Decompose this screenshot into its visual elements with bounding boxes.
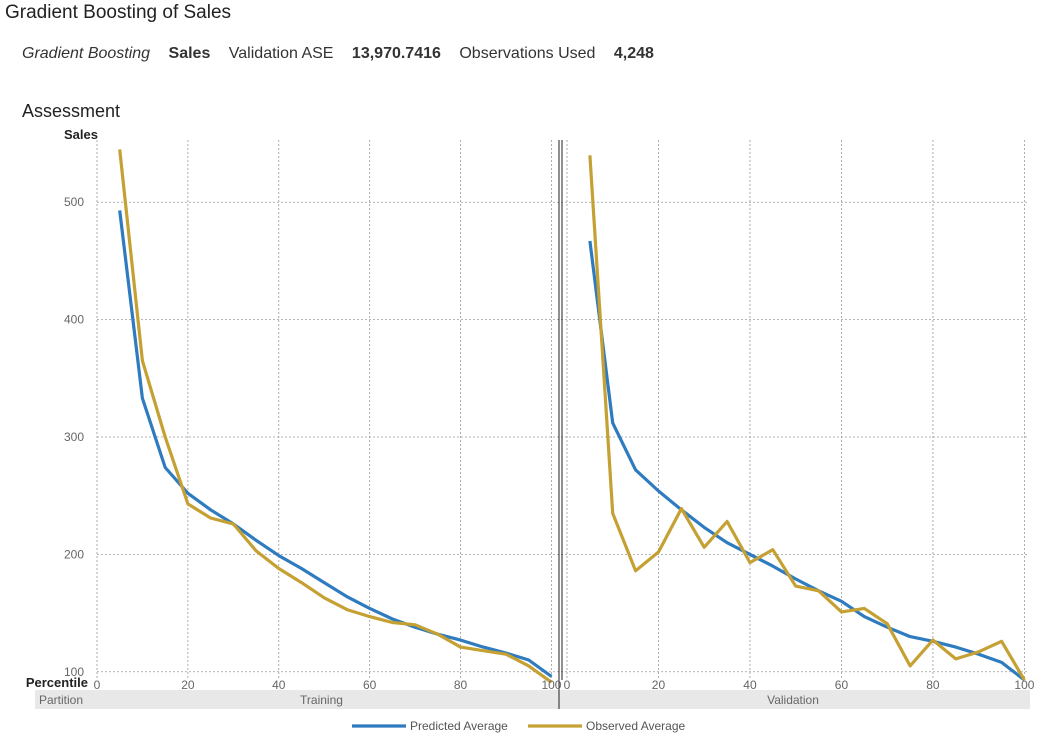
- label-layer: 100200300400500SalesPercentilePartition0…: [26, 127, 1035, 707]
- x-tick-label: 20: [181, 678, 195, 692]
- y-tick-label: 100: [64, 665, 84, 679]
- ase-label: Validation ASE: [228, 45, 334, 62]
- ase-value: 13,970.7416: [351, 45, 441, 62]
- model-summary: Gradient Boosting Sales Validation ASE 1…: [22, 45, 668, 63]
- partition-band-label: Partition: [39, 693, 83, 707]
- panel-divider: [558, 140, 563, 709]
- partition-name: Validation: [767, 693, 819, 707]
- y-tick-label: 500: [64, 195, 84, 209]
- partition-band: [35, 690, 1030, 709]
- predicted-average-line-training: [118, 210, 553, 678]
- target-name: Sales: [168, 45, 211, 62]
- x-tick-label: 80: [454, 678, 468, 692]
- legend-predicted-label: Predicted Average: [410, 719, 508, 733]
- section-title: Assessment: [22, 101, 121, 121]
- x-tick-label: 60: [835, 678, 849, 692]
- y-axis-title: Sales: [64, 127, 98, 142]
- series-layer: [118, 149, 1026, 684]
- x-tick-label: 100: [541, 678, 561, 692]
- y-tick-label: 300: [64, 430, 84, 444]
- model-name: Gradient Boosting: [22, 45, 151, 62]
- observations-value: 4,248: [613, 45, 654, 62]
- x-tick-label: 100: [1014, 678, 1034, 692]
- y-tick-label: 400: [64, 313, 84, 327]
- x-tick-label: 0: [564, 678, 571, 692]
- partition-name: Training: [300, 693, 343, 707]
- predicted-average-line-validation: [588, 240, 1026, 682]
- x-tick-label: 60: [363, 678, 377, 692]
- x-tick-label: 20: [652, 678, 666, 692]
- assessment-chart: 100200300400500SalesPercentilePartition0…: [26, 127, 1035, 733]
- x-tick-label: 80: [926, 678, 940, 692]
- observations-label: Observations Used: [459, 45, 596, 62]
- legend: Predicted Average Observed Average: [352, 719, 686, 733]
- x-tick-label: 40: [272, 678, 286, 692]
- legend-observed-label: Observed Average: [586, 719, 686, 733]
- grid-layer: [96, 140, 1029, 680]
- x-tick-label: 0: [94, 678, 101, 692]
- observed-average-line-validation: [588, 155, 1026, 681]
- observed-average-line-training: [118, 149, 553, 684]
- x-axis-title: Percentile: [26, 675, 88, 690]
- page-title: Gradient Boosting of Sales: [5, 2, 232, 23]
- x-tick-label: 40: [743, 678, 757, 692]
- y-tick-label: 200: [64, 547, 84, 561]
